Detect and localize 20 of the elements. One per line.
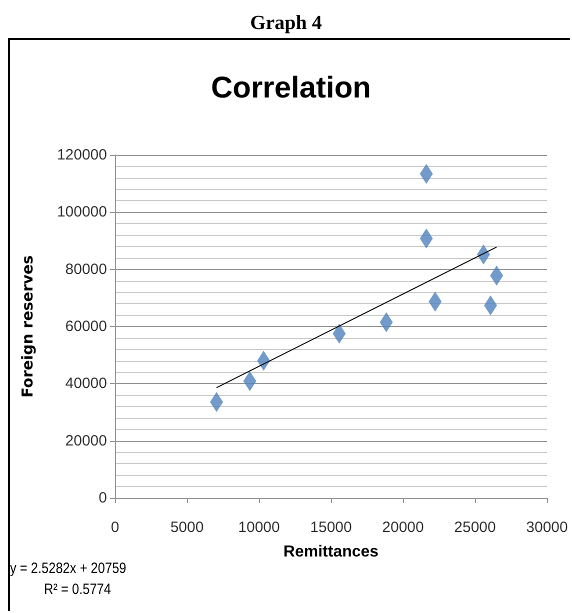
x-tick-label: 15000 <box>310 519 352 536</box>
y-tick-label: 100000 <box>56 204 107 221</box>
text: y = 2.5282x + 20759 <box>10 559 126 579</box>
x-tick-label: 30000 <box>526 519 568 536</box>
x-tick-label: 20000 <box>382 519 424 536</box>
x-tick-label: 25000 <box>454 519 496 536</box>
y-axis-title: Foreign reserves <box>18 255 36 398</box>
y-tick-label: 0 <box>98 490 107 506</box>
caption: Graph 4 <box>249 12 323 35</box>
y-tick-label: 20000 <box>65 432 107 450</box>
y-tick-label: 120000 <box>56 146 107 164</box>
text: R² = 0.5774 <box>43 580 112 600</box>
x-tick-label: 10000 <box>238 519 280 536</box>
y-tick-label: 60000 <box>65 318 107 335</box>
chart-title: Correlation <box>210 72 372 104</box>
x-tick-label: 0 <box>110 519 120 536</box>
y-tick-label: 80000 <box>65 260 107 278</box>
x-axis-title: Remittances <box>283 544 379 560</box>
y-tick-label: 40000 <box>65 375 107 392</box>
x-tick-label: 5000 <box>170 519 204 536</box>
